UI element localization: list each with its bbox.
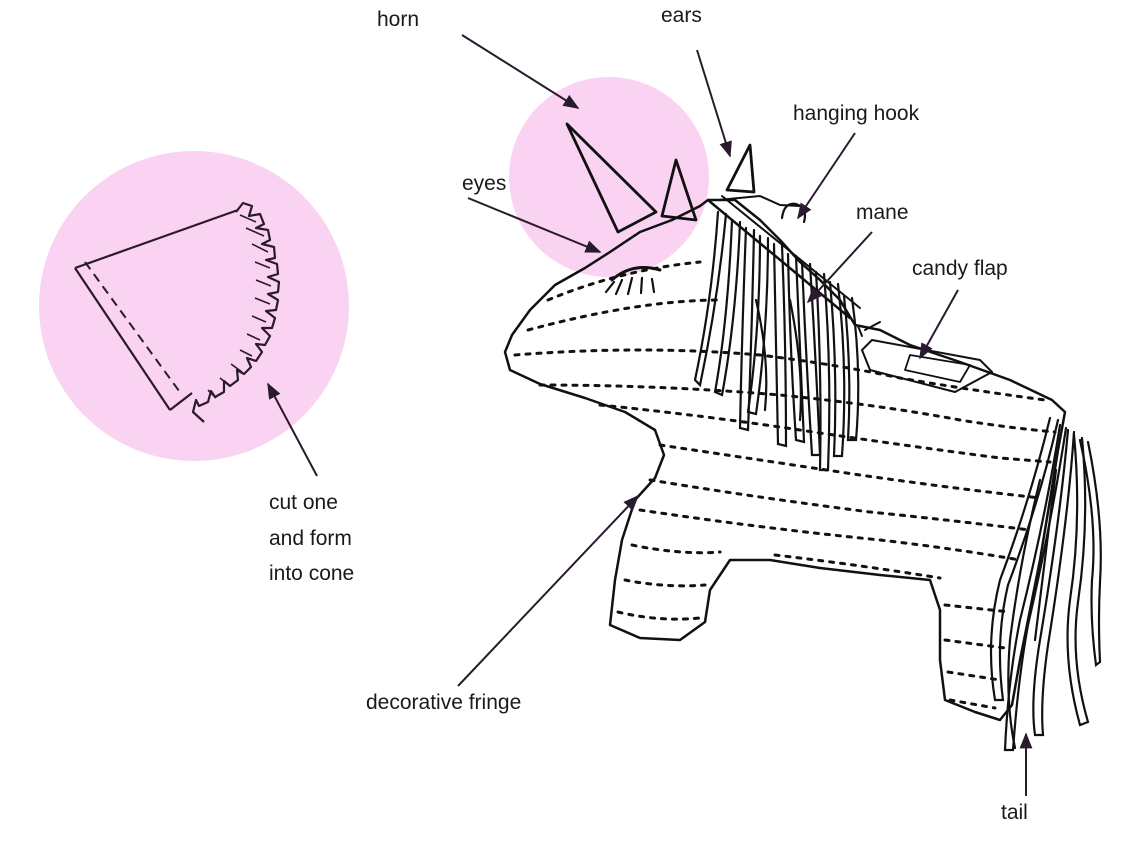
decorative-fringe-label: decorative fringe <box>366 691 522 714</box>
cone-instruction-line2: and form <box>269 527 352 550</box>
mane-arrow <box>806 231 873 304</box>
cone-template <box>74 201 281 423</box>
ears-label: ears <box>661 4 702 27</box>
mane-strands <box>693 210 860 472</box>
hanging-hook-label: hanging hook <box>793 102 920 125</box>
eyes-label: eyes <box>462 172 507 195</box>
candy-flap-arrow <box>919 289 959 360</box>
annotation-arrows <box>267 34 1033 796</box>
candy-flap-label: candy flap <box>912 257 1008 280</box>
ears-arrow <box>696 49 732 158</box>
horn-shape <box>565 122 658 234</box>
tail-strands <box>989 416 1102 752</box>
horn-highlight-circle <box>509 77 709 277</box>
decorative-fringe-arrow <box>457 494 640 687</box>
horn-label: horn <box>377 8 420 31</box>
pinata-body <box>503 195 1067 722</box>
horn-arrow <box>461 34 580 109</box>
tail-label: tail <box>1001 801 1028 824</box>
mane-label: mane <box>856 201 909 224</box>
cone-arrow <box>267 382 318 477</box>
ears-shape <box>660 143 756 222</box>
cone-instruction-line3: into cone <box>269 562 355 585</box>
eyes-arrow <box>467 197 602 253</box>
hanging-hook-arrow <box>797 132 856 220</box>
cone-instruction-line1: cut one <box>269 491 338 514</box>
cone-highlight-circle <box>39 151 349 461</box>
